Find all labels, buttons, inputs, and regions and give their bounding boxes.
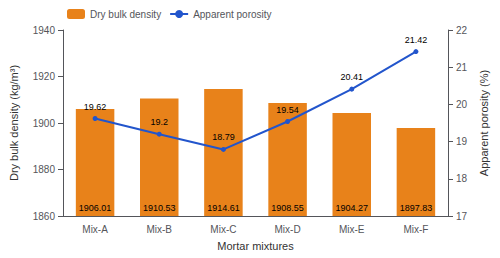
svg-text:Dry bulk density (kg/m³): Dry bulk density (kg/m³) — [8, 65, 20, 181]
svg-text:20.41: 20.41 — [340, 72, 363, 82]
svg-text:Mix-A: Mix-A — [82, 224, 108, 235]
svg-text:Mix-D: Mix-D — [275, 224, 301, 235]
svg-text:19: 19 — [456, 136, 468, 147]
svg-text:19.54: 19.54 — [276, 105, 299, 115]
svg-text:1940: 1940 — [33, 25, 56, 36]
svg-text:1904.27: 1904.27 — [335, 203, 368, 213]
svg-text:19.62: 19.62 — [84, 102, 107, 112]
svg-text:Mix-E: Mix-E — [339, 224, 365, 235]
svg-text:Dry bulk density: Dry bulk density — [90, 9, 161, 20]
svg-text:1897.83: 1897.83 — [400, 203, 433, 213]
svg-text:Mortar mixtures: Mortar mixtures — [217, 240, 294, 252]
svg-text:21.42: 21.42 — [405, 35, 428, 45]
svg-text:1860: 1860 — [33, 211, 56, 222]
svg-text:1906.01: 1906.01 — [79, 203, 112, 213]
svg-text:Mix-B: Mix-B — [146, 224, 172, 235]
svg-text:22: 22 — [456, 25, 468, 36]
svg-text:1914.61: 1914.61 — [207, 203, 240, 213]
svg-text:19.2: 19.2 — [150, 117, 168, 127]
svg-text:17: 17 — [456, 211, 468, 222]
svg-text:1908.55: 1908.55 — [271, 203, 304, 213]
svg-text:Apparent porosity (%): Apparent porosity (%) — [478, 70, 490, 176]
svg-text:1920: 1920 — [33, 71, 56, 82]
svg-text:Mix-F: Mix-F — [403, 224, 428, 235]
svg-text:18.79: 18.79 — [212, 132, 235, 142]
svg-text:18: 18 — [456, 173, 468, 184]
svg-text:1910.53: 1910.53 — [143, 203, 176, 213]
svg-text:1900: 1900 — [33, 118, 56, 129]
svg-text:Apparent porosity: Apparent porosity — [193, 9, 271, 20]
svg-text:Mix-C: Mix-C — [210, 224, 236, 235]
svg-text:20: 20 — [456, 99, 468, 110]
svg-text:21: 21 — [456, 62, 468, 73]
svg-text:1880: 1880 — [33, 164, 56, 175]
